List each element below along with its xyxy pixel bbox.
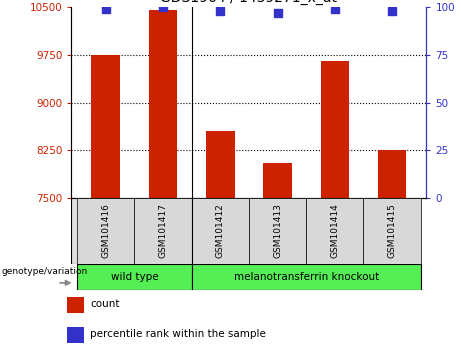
Bar — [77, 198, 135, 264]
Bar — [149, 10, 177, 198]
Bar — [192, 198, 249, 264]
Text: percentile rank within the sample: percentile rank within the sample — [90, 329, 266, 339]
Bar — [77, 264, 192, 290]
Text: GSM101412: GSM101412 — [216, 204, 225, 258]
Point — [102, 6, 110, 12]
Point — [274, 10, 281, 16]
Bar — [206, 131, 235, 198]
Bar — [135, 198, 192, 264]
Bar — [67, 297, 84, 313]
Bar — [192, 264, 421, 290]
Text: count: count — [90, 299, 119, 309]
Text: GSM101413: GSM101413 — [273, 204, 282, 258]
Text: wild type: wild type — [111, 272, 158, 282]
Bar — [91, 55, 120, 198]
Text: GSM101416: GSM101416 — [101, 204, 110, 258]
Text: melanotransferrin knockout: melanotransferrin knockout — [234, 272, 379, 282]
Bar — [378, 150, 407, 198]
Point — [217, 8, 224, 14]
Bar — [306, 198, 363, 264]
Bar — [363, 198, 421, 264]
Bar — [263, 163, 292, 198]
Title: GDS1964 / 1439271_x_at: GDS1964 / 1439271_x_at — [160, 0, 337, 5]
Bar — [320, 61, 349, 198]
Text: genotype/variation: genotype/variation — [1, 267, 88, 276]
Bar — [249, 198, 306, 264]
Text: GSM101414: GSM101414 — [331, 204, 339, 258]
Point — [331, 6, 338, 12]
Point — [388, 8, 396, 14]
Point — [160, 4, 167, 10]
Text: GSM101415: GSM101415 — [388, 204, 396, 258]
Text: GSM101417: GSM101417 — [159, 204, 167, 258]
Bar — [67, 327, 84, 343]
